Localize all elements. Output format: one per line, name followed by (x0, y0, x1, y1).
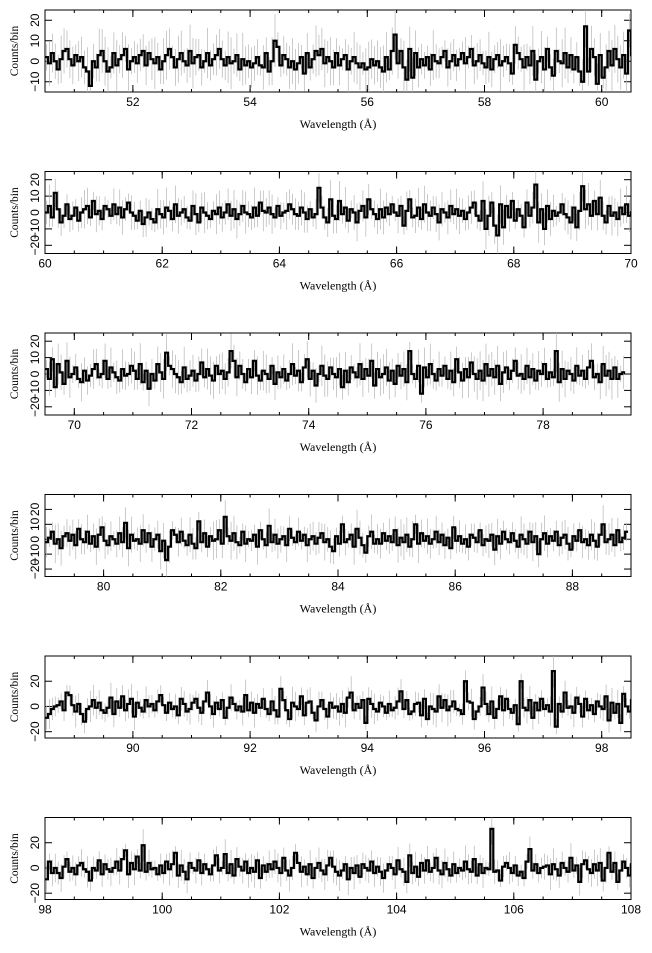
y-tick-label: −20 (28, 235, 42, 256)
x-tick-label: 70 (68, 418, 82, 432)
x-tick-label: 80 (97, 580, 111, 594)
x-tick-label: 56 (361, 95, 375, 109)
y-tick-label: 20 (28, 13, 42, 27)
x-tick-label: 108 (621, 903, 641, 917)
x-tick-label: 68 (507, 257, 521, 271)
y-tick-label: 20 (28, 674, 42, 688)
y-tick-label: 0 (28, 370, 42, 377)
chart-panel-3: 70 72 74 76 78 −20−10 0 10 20 Counts/bin Wavelengt… (9, 332, 632, 454)
y-tick-label: 10 (28, 351, 42, 365)
x-tick-label: 98 (595, 741, 609, 755)
x-tick-label: 104 (387, 903, 407, 917)
y-tick-label: −10 (28, 380, 42, 401)
plot-frame (44, 655, 632, 739)
y-axis-label: Counts/bin (9, 672, 21, 723)
plot-frame (44, 817, 632, 900)
x-axis-label: Wavelength (Å) (300, 440, 377, 454)
y-tick-label: 20 (28, 334, 42, 348)
y-tick-label: 10 (28, 517, 42, 531)
x-axis-label: Wavelength (Å) (300, 117, 377, 131)
data-layer (45, 500, 629, 577)
y-tick-label: 20 (28, 173, 42, 187)
y-tick-label: 0 (28, 536, 42, 543)
y-axis-label: Counts/bin (9, 26, 21, 77)
x-tick-label: 60 (595, 95, 609, 109)
x-axis-label: Wavelength (Å) (300, 763, 377, 777)
y-tick-label: −20 (28, 721, 42, 742)
x-tick-label: 74 (302, 418, 316, 432)
chart-panel-1: 52 54 56 58 60 −10 0 10 20 Counts/bin Wavelength (… (9, 9, 632, 131)
y-tick-label: 20 (28, 836, 42, 850)
chart-panel-2: 60 62 64 66 68 70 −20−10 0 10 20 Counts/bin Wavelen… (9, 171, 638, 293)
x-tick-label: 84 (331, 580, 345, 594)
x-tick-label: 96 (478, 741, 492, 755)
y-tick-label: 10 (28, 34, 42, 48)
x-tick-label: 90 (126, 741, 140, 755)
x-axis-label: Wavelength (Å) (300, 279, 377, 293)
spectrum-step-line (45, 670, 631, 728)
x-tick-label: 86 (449, 580, 463, 594)
spectrum-step-line (45, 515, 629, 562)
x-tick-label: 54 (243, 95, 257, 109)
x-axis-label: Wavelength (Å) (300, 925, 377, 939)
data-layer (45, 10, 631, 92)
y-axis-label: Counts/bin (9, 187, 21, 238)
x-tick-label: 100 (152, 903, 172, 917)
x-tick-label: 94 (361, 741, 375, 755)
y-axis-label: Counts/bin (9, 510, 21, 561)
plot-frame (44, 9, 632, 93)
x-tick-label: 72 (185, 418, 199, 432)
x-tick-label: 64 (273, 257, 287, 271)
chart-panel-5: 90 92 94 96 98 −20 0 20 Counts/bin Wavelength (Å) (9, 655, 632, 777)
x-tick-label: 70 (624, 257, 638, 271)
y-axis-label: Counts/bin (9, 833, 21, 884)
x-tick-label: 62 (156, 257, 170, 271)
spectrum-step-line (45, 349, 626, 395)
chart-panel-6: 98 100 102 104 106 108 −20 0 20 Counts/bin Wavelen… (9, 817, 641, 939)
data-layer (45, 333, 626, 406)
x-tick-label: 78 (536, 418, 550, 432)
x-tick-label: 52 (126, 95, 140, 109)
y-tick-label: 0 (28, 703, 42, 710)
data-layer (45, 171, 631, 254)
data-layer (45, 656, 631, 735)
y-tick-label: −20 (28, 559, 42, 580)
x-tick-label: 60 (38, 257, 52, 271)
x-tick-label: 98 (38, 903, 52, 917)
y-tick-label: −20 (28, 883, 42, 904)
x-tick-label: 66 (390, 257, 404, 271)
spectrum-step-line (45, 25, 631, 87)
y-tick-label: 20 (28, 502, 42, 516)
y-tick-label: 10 (28, 189, 42, 203)
data-layer (45, 817, 631, 896)
y-axis-label: Counts/bin (9, 349, 21, 400)
spectrum-step-line (45, 827, 631, 883)
x-tick-label: 58 (478, 95, 492, 109)
y-tick-label: 0 (28, 58, 42, 65)
x-tick-label: 82 (214, 580, 228, 594)
x-tick-label: 106 (504, 903, 524, 917)
y-tick-label: −10 (28, 71, 42, 92)
y-tick-label: −10 (28, 218, 42, 239)
y-tick-label: −20 (28, 396, 42, 417)
y-tick-label: −10 (28, 544, 42, 565)
x-tick-label: 92 (243, 741, 257, 755)
x-tick-label: 76 (419, 418, 433, 432)
y-tick-label: 0 (28, 864, 42, 871)
x-tick-label: 102 (269, 903, 289, 917)
x-axis-label: Wavelength (Å) (300, 602, 377, 616)
y-tick-label: 0 (28, 209, 42, 216)
x-tick-label: 88 (566, 580, 580, 594)
spectrum-step-line (45, 183, 631, 237)
